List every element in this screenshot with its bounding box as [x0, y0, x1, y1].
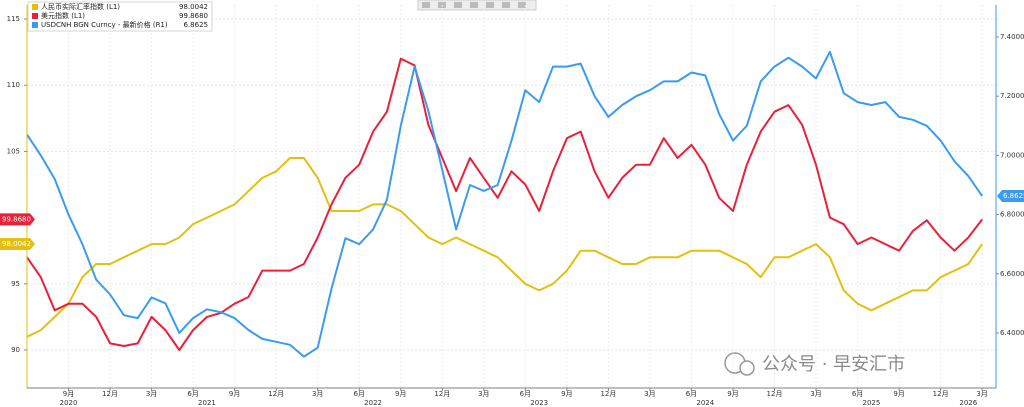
- y-tick-label: 105: [7, 147, 20, 155]
- x-tick-label: 3月: [146, 390, 157, 398]
- x-tick-label: 12月: [268, 390, 284, 398]
- year-label: 2020: [60, 399, 78, 407]
- toolbar: [417, 0, 537, 11]
- series-line: [26, 50, 984, 358]
- legend-value: 6.8625: [184, 21, 209, 29]
- value-flag-label: 6.8625: [1003, 192, 1024, 200]
- y2-tick-label: 7.2000: [1000, 92, 1024, 100]
- series-line: [26, 157, 984, 338]
- x-tick-label: 9月: [893, 390, 904, 398]
- year-label: 2026: [959, 399, 977, 407]
- x-tick-label: 3月: [312, 390, 323, 398]
- legend-label: USDCNH BGN Curncy - 最新价格 (R1): [41, 20, 168, 29]
- x-tick-label: 12月: [102, 390, 118, 398]
- x-tick-label: 3月: [810, 390, 821, 398]
- y-tick-label: 115: [7, 15, 20, 23]
- x-tick-label: 9月: [63, 390, 74, 398]
- toolbar-icon[interactable]: [486, 2, 494, 8]
- y2-tick-label: 6.6000: [1000, 270, 1024, 278]
- x-tick-label: 9月: [395, 390, 406, 398]
- x-tick-label: 9月: [727, 390, 738, 398]
- value-flag: [0, 213, 35, 226]
- year-label: 2021: [198, 399, 216, 407]
- x-tick-label: 6月: [187, 390, 198, 398]
- toolbar-icon[interactable]: [502, 2, 510, 8]
- y2-tick-label: 7.4000: [1000, 33, 1024, 41]
- legend-value: 99.8680: [179, 12, 208, 20]
- year-label: 2025: [863, 399, 881, 407]
- y-tick-label: 95: [11, 280, 20, 288]
- watermark: 公众号 · 早安汇市: [724, 352, 905, 376]
- x-tick-label: 3月: [644, 390, 655, 398]
- y-tick-label: 90: [11, 346, 20, 354]
- year-label: 2024: [696, 399, 714, 407]
- x-tick-label: 6月: [520, 390, 531, 398]
- y-tick-label: 110: [7, 81, 20, 89]
- x-tick-label: 6月: [353, 390, 364, 398]
- value-flag: [997, 190, 1024, 203]
- value-flag: [0, 238, 35, 251]
- x-tick-label: 9月: [561, 390, 572, 398]
- toolbar-icon[interactable]: [454, 2, 462, 8]
- legend-value: 98.0042: [179, 3, 208, 11]
- x-tick-label: 12月: [933, 390, 949, 398]
- legend-box: [27, 1, 213, 32]
- legend-swatch: [32, 22, 38, 28]
- series-line: [26, 57, 983, 351]
- year-label: 2023: [530, 399, 548, 407]
- x-tick-label: 3月: [976, 390, 987, 398]
- y2-tick-label: 6.4000: [1000, 329, 1024, 337]
- watermark-icon: [739, 360, 755, 376]
- x-tick-label: 12月: [600, 390, 616, 398]
- toolbar-icon[interactable]: [470, 2, 478, 8]
- toolbar-icon[interactable]: [422, 2, 430, 8]
- x-tick-label: 12月: [767, 390, 783, 398]
- x-tick-label: 6月: [852, 390, 863, 398]
- watermark-text: 公众号 · 早安汇市: [762, 354, 905, 375]
- y2-tick-label: 7.0000: [1000, 151, 1024, 159]
- legend-label: 人民币实际汇率指数 (L1): [41, 2, 120, 11]
- x-tick-label: 12月: [434, 390, 450, 398]
- x-tick-label: 9月: [229, 390, 240, 398]
- legend-label: 美元指数 (L1): [41, 11, 85, 20]
- year-label: 2022: [364, 399, 382, 407]
- legend-swatch: [32, 13, 38, 19]
- y2-tick-label: 6.8000: [1000, 211, 1024, 219]
- x-tick-label: 6月: [686, 390, 697, 398]
- x-tick-label: 3月: [478, 390, 489, 398]
- legend-swatch: [32, 4, 38, 10]
- value-flag-label: 99.8680: [2, 215, 31, 223]
- value-flag-label: 98.0042: [2, 240, 31, 248]
- toolbar-icon[interactable]: [518, 2, 526, 8]
